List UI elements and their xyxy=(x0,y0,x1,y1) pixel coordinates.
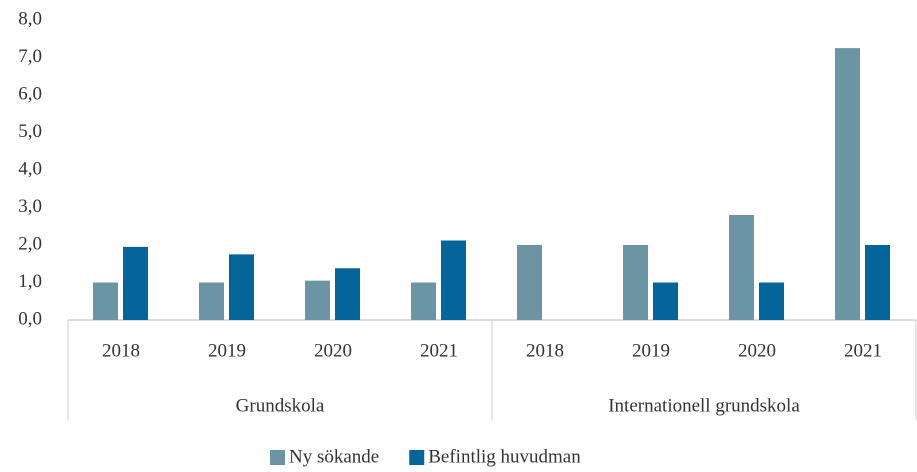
bar xyxy=(729,215,754,320)
y-tick-label: 2,0 xyxy=(18,233,42,254)
legend-label: Ny sökande xyxy=(289,446,379,467)
legend-swatch xyxy=(270,450,285,465)
bar xyxy=(441,240,466,320)
bar xyxy=(229,254,254,320)
y-tick-label: 3,0 xyxy=(18,196,42,217)
bar xyxy=(623,245,648,320)
bar xyxy=(865,245,890,320)
x-tick-label: 2018 xyxy=(102,340,140,361)
bar xyxy=(759,282,784,320)
bar xyxy=(411,282,436,320)
y-tick-label: 8,0 xyxy=(18,8,42,29)
bar xyxy=(93,282,118,320)
y-tick-label: 5,0 xyxy=(18,121,42,142)
x-tick-label: 2021 xyxy=(844,340,882,361)
y-tick-label: 1,0 xyxy=(18,271,42,292)
bar xyxy=(199,282,224,320)
legend-label: Befintlig huvudman xyxy=(428,446,581,467)
y-tick-label: 7,0 xyxy=(18,46,42,67)
x-tick-label: 2020 xyxy=(314,340,352,361)
group-label: Grundskola xyxy=(236,395,325,416)
x-tick-label: 2020 xyxy=(738,340,776,361)
x-tick-label: 2021 xyxy=(420,340,458,361)
bar xyxy=(517,245,542,320)
x-tick-label: 2018 xyxy=(526,340,564,361)
bar xyxy=(305,280,330,320)
bar xyxy=(653,282,678,320)
bar xyxy=(335,268,360,320)
y-tick-label: 0,0 xyxy=(18,308,42,329)
x-tick-label: 2019 xyxy=(208,340,246,361)
x-tick-label: 2019 xyxy=(632,340,670,361)
bar xyxy=(123,246,148,320)
y-tick-label: 4,0 xyxy=(18,158,42,179)
legend-swatch xyxy=(409,450,425,465)
bar xyxy=(835,48,860,320)
y-tick-label: 6,0 xyxy=(18,83,42,104)
group-label: Internationell grundskola xyxy=(608,395,800,416)
